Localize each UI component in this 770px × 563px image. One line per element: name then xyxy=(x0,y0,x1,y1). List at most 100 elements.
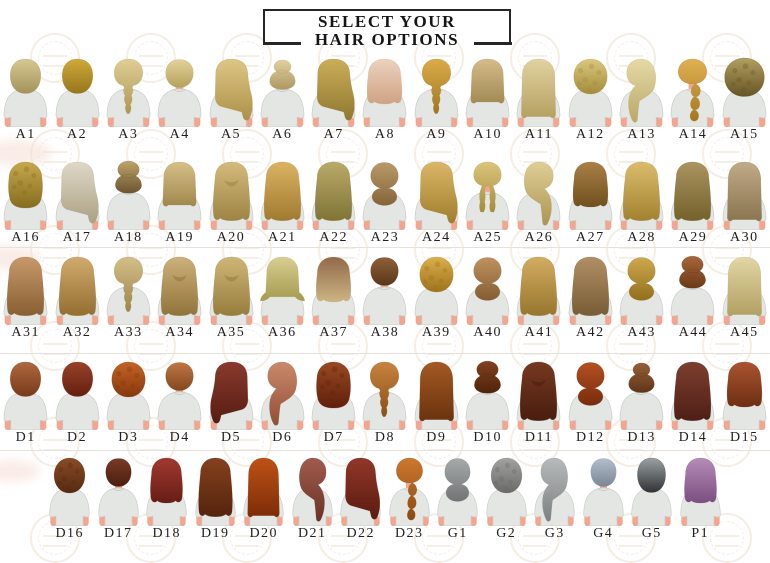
hair-option-p1[interactable]: P1 xyxy=(676,456,725,541)
hair-option-a32[interactable]: A32 xyxy=(51,255,102,340)
hair-option-a12[interactable]: A12 xyxy=(565,57,616,142)
hair-option-label: A29 xyxy=(678,230,708,245)
hair-option-a35[interactable]: A35 xyxy=(205,255,256,340)
hair-option-a40[interactable]: A40 xyxy=(462,255,513,340)
hair-option-a15[interactable]: A15 xyxy=(719,57,770,142)
person-back-figure xyxy=(680,457,721,526)
hair-option-d7[interactable]: D7 xyxy=(308,360,359,445)
hair-option-a33[interactable]: A33 xyxy=(103,255,154,340)
hair-option-a45[interactable]: A45 xyxy=(719,255,770,340)
hair-option-label: A44 xyxy=(678,325,708,340)
hair-option-a14[interactable]: A14 xyxy=(667,57,718,142)
title-box: SELECT YOUR HAIR OPTIONS xyxy=(262,9,512,48)
watermark-stamp xyxy=(702,129,752,179)
hair-option-a20[interactable]: A20 xyxy=(205,160,256,245)
hair-option-g3[interactable]: G3 xyxy=(531,456,580,541)
hair-option-d21[interactable]: D21 xyxy=(288,456,337,541)
hair-option-g4[interactable]: G4 xyxy=(579,456,628,541)
hair-option-a8[interactable]: A8 xyxy=(359,57,410,142)
hair-option-d12[interactable]: D12 xyxy=(565,360,616,445)
hair-option-a27[interactable]: A27 xyxy=(565,160,616,245)
hair-option-d15[interactable]: D15 xyxy=(719,360,770,445)
hair-option-a17[interactable]: A17 xyxy=(51,160,102,245)
tshirt xyxy=(3,88,48,127)
hair-option-a16[interactable]: A16 xyxy=(0,160,51,245)
hair-option-a39[interactable]: A39 xyxy=(411,255,462,340)
tshirt xyxy=(568,391,613,430)
hair-option-a19[interactable]: A19 xyxy=(154,160,205,245)
hair-option-label: A30 xyxy=(729,230,759,245)
hair-option-a1[interactable]: A1 xyxy=(0,57,51,142)
hair-option-a37[interactable]: A37 xyxy=(308,255,359,340)
hair-option-a6[interactable]: A6 xyxy=(257,57,308,142)
hair-option-a10[interactable]: A10 xyxy=(462,57,513,142)
person-back-figure xyxy=(157,59,202,127)
hair-option-d8[interactable]: D8 xyxy=(359,360,410,445)
hair-option-a22[interactable]: A22 xyxy=(308,160,359,245)
hair-option-a25[interactable]: A25 xyxy=(462,160,513,245)
person-back-figure xyxy=(568,161,613,230)
hair-option-d18[interactable]: D18 xyxy=(143,456,192,541)
hair-option-a4[interactable]: A4 xyxy=(154,57,205,142)
hair-option-d3[interactable]: D3 xyxy=(103,360,154,445)
hair-option-a28[interactable]: A28 xyxy=(616,160,667,245)
hair-option-a11[interactable]: A11 xyxy=(513,57,564,142)
hair-option-a31[interactable]: A31 xyxy=(0,255,51,340)
hair-option-d5[interactable]: D5 xyxy=(205,360,256,445)
hair-option-a23[interactable]: A23 xyxy=(359,160,410,245)
hair-option-a13[interactable]: A13 xyxy=(616,57,667,142)
hair-option-a5[interactable]: A5 xyxy=(205,57,256,142)
person-back-figure xyxy=(414,58,459,127)
hair-option-a7[interactable]: A7 xyxy=(308,57,359,142)
hair-option-g1[interactable]: G1 xyxy=(434,456,483,541)
hair-option-g5[interactable]: G5 xyxy=(628,456,677,541)
tshirt xyxy=(106,191,151,230)
hair-option-d11[interactable]: D11 xyxy=(513,360,564,445)
hair-option-a42[interactable]: A42 xyxy=(565,255,616,340)
hair-option-a43[interactable]: A43 xyxy=(616,255,667,340)
person-back-figure xyxy=(517,58,561,127)
hair-option-a26[interactable]: A26 xyxy=(513,160,564,245)
hair-option-a9[interactable]: A9 xyxy=(411,57,462,142)
person-back-figure xyxy=(146,457,187,526)
person-back-figure xyxy=(619,161,664,230)
hair-option-d22[interactable]: D22 xyxy=(337,456,386,541)
hair-option-d17[interactable]: D17 xyxy=(94,456,143,541)
hair-option-d20[interactable]: D20 xyxy=(240,456,289,541)
hair-row-5: D16 D17 D18 xyxy=(0,456,770,541)
hair-option-d13[interactable]: D13 xyxy=(616,360,667,445)
curl-texture xyxy=(57,462,80,492)
hair-option-d14[interactable]: D14 xyxy=(667,360,718,445)
hair-graphic xyxy=(474,360,501,394)
hair-option-d1[interactable]: D1 xyxy=(0,360,51,445)
hair-graphic xyxy=(212,161,250,221)
hair-graphic xyxy=(209,361,248,424)
hair-option-a34[interactable]: A34 xyxy=(154,255,205,340)
hair-option-a44[interactable]: A44 xyxy=(667,255,718,340)
hair-option-d2[interactable]: D2 xyxy=(51,360,102,445)
hair-option-a29[interactable]: A29 xyxy=(667,160,718,245)
hair-option-label: A36 xyxy=(268,325,297,340)
hair-option-d4[interactable]: D4 xyxy=(154,360,205,445)
hair-option-d19[interactable]: D19 xyxy=(191,456,240,541)
hair-option-d10[interactable]: D10 xyxy=(462,360,513,445)
hair-option-a36[interactable]: A36 xyxy=(257,255,308,340)
person-back-figure xyxy=(106,160,151,230)
hair-option-label: G4 xyxy=(593,526,614,541)
hair-graphic xyxy=(315,161,353,221)
hair-option-a3[interactable]: A3 xyxy=(103,57,154,142)
hair-option-a38[interactable]: A38 xyxy=(359,255,410,340)
hair-option-d23[interactable]: D23 xyxy=(385,456,434,541)
hair-option-a30[interactable]: A30 xyxy=(719,160,770,245)
hair-option-a2[interactable]: A2 xyxy=(51,57,102,142)
hair-option-label: A4 xyxy=(169,127,190,142)
hair-option-d9[interactable]: D9 xyxy=(411,360,462,445)
hair-option-a24[interactable]: A24 xyxy=(411,160,462,245)
hair-option-d6[interactable]: D6 xyxy=(257,360,308,445)
hair-option-a18[interactable]: A18 xyxy=(103,160,154,245)
hair-graphic xyxy=(263,161,301,221)
hair-option-a21[interactable]: A21 xyxy=(257,160,308,245)
hair-option-a41[interactable]: A41 xyxy=(513,255,564,340)
hair-option-g2[interactable]: G2 xyxy=(482,456,531,541)
hair-option-d16[interactable]: D16 xyxy=(46,456,95,541)
